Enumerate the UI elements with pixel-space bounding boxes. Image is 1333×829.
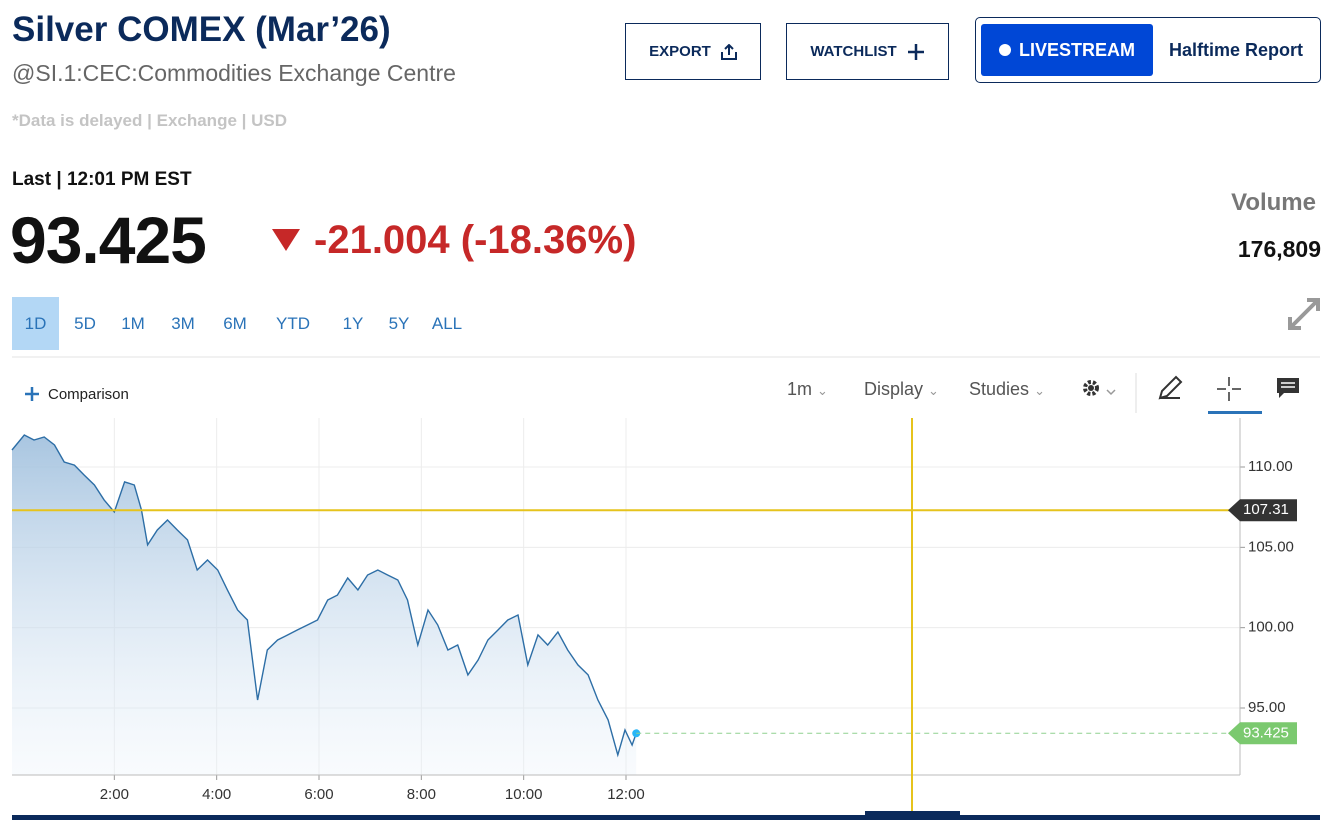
x-tick-label: 12:00 [607, 786, 645, 803]
watchlist-button[interactable]: WATCHLIST [786, 23, 949, 80]
range-tab[interactable]: 1Y [342, 314, 364, 333]
last-label: Last | 12:01 PM EST [12, 169, 192, 190]
range-tab[interactable]: 1M [121, 314, 145, 333]
settings-icon[interactable] [1081, 378, 1119, 402]
display-label: Display [864, 379, 924, 399]
y-tick-label: 110.00 [1248, 458, 1293, 475]
delay-note: *Data is delayed | Exchange | USD [12, 111, 288, 130]
watchlist-label: WATCHLIST [810, 43, 897, 60]
range-tab[interactable]: 6M [223, 314, 247, 333]
expand-icon[interactable] [1287, 297, 1321, 331]
display-menu[interactable]: Display ⌄ [864, 379, 939, 399]
title: Silver COMEX (Mar’26) [12, 10, 391, 49]
crosshair-icon[interactable] [1216, 376, 1242, 402]
range-tab[interactable]: YTD [276, 314, 310, 333]
interval-label: 1m [787, 379, 813, 399]
range-tab[interactable]: 5D [74, 314, 96, 333]
live-dot [998, 44, 1011, 56]
y-tick-label: 100.00 [1248, 619, 1294, 636]
range-tab[interactable]: ALL [431, 314, 463, 333]
comparison-button[interactable]: Comparison [48, 386, 129, 403]
x-tick-label: 8:00 [407, 786, 436, 803]
y-tick-label: 105.00 [1248, 538, 1294, 555]
tool-active-underline [1208, 411, 1262, 414]
halftime-link[interactable]: Halftime Report [1169, 40, 1304, 60]
x-tick-label: 10:00 [505, 786, 543, 803]
down-arrow [272, 229, 300, 251]
livestream-button[interactable]: LIVESTREAM [981, 24, 1153, 76]
crosshair-label: 107.31 [1243, 501, 1289, 518]
volume-value: 176,809 [1237, 236, 1321, 262]
x-tick-label: 4:00 [202, 786, 231, 803]
x-tick-label: 6:00 [304, 786, 333, 803]
crosshair-tag [1228, 499, 1297, 522]
symbol: @SI.1:CEC:Commodities Exchange Centre [12, 60, 456, 86]
y-tick-label: 95.00 [1248, 699, 1286, 716]
studies-label: Studies [969, 379, 1030, 399]
export-label: EXPORT [649, 43, 711, 60]
export-icon [720, 43, 737, 60]
last-price: 93.425 [10, 203, 207, 277]
studies-menu[interactable]: Studies ⌄ [969, 379, 1045, 399]
export-button[interactable]: EXPORT [625, 23, 761, 80]
area-fill [12, 435, 637, 775]
plus-icon [907, 43, 924, 60]
price-change: -21.004 (-18.36%) [314, 218, 637, 262]
last-value-label: 93.425 [1243, 724, 1289, 741]
interval-menu[interactable]: 1m ⌄ [787, 379, 828, 399]
scroll-thumb[interactable] [865, 811, 960, 816]
plot: 95.00 100.00 105.00 110.00 2:00 4:00 6:00 8:00 1… [11, 418, 1294, 803]
x-tick-label: 2:00 [100, 786, 129, 803]
scrollbar [12, 815, 1320, 820]
range-tab[interactable]: 3M [171, 314, 195, 333]
volume-label: Volume [1231, 189, 1316, 216]
livestream-box: LIVESTREAM Halftime Report [975, 17, 1321, 83]
range-tab[interactable]: 1D [12, 297, 59, 350]
draw-icon[interactable] [1157, 375, 1183, 401]
price-line [11, 434, 637, 758]
last-value-tag [1228, 722, 1297, 745]
range-tab[interactable]: 5Y [388, 314, 410, 333]
livestream-label: LIVESTREAM [1018, 39, 1135, 60]
comment-icon[interactable] [1276, 377, 1300, 399]
plus-icon [25, 387, 39, 401]
